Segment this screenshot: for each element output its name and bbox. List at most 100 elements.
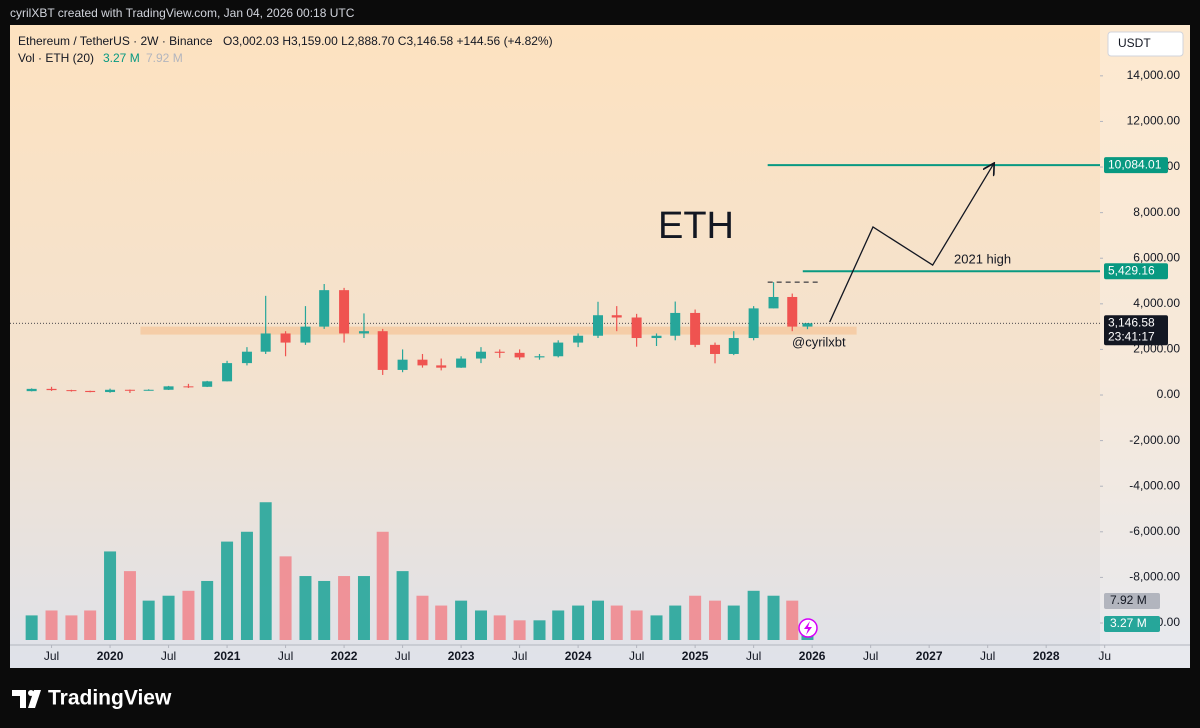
volume-bar bbox=[513, 620, 526, 640]
volume-bar bbox=[45, 610, 58, 640]
chart-panel bbox=[10, 25, 1190, 668]
volume-bar bbox=[104, 551, 117, 640]
volume-bar bbox=[650, 615, 663, 640]
candle-body bbox=[553, 342, 564, 357]
volume-bar bbox=[786, 600, 799, 640]
volume-bar bbox=[299, 576, 312, 640]
brand: TradingView bbox=[48, 687, 172, 710]
volume-last-axis: 3.27 M bbox=[1110, 616, 1147, 630]
plot: Jul 2020 Jul 2021 Jul 2022 Jul 2023 Jul 2024 Jul 20… bbox=[10, 68, 1190, 663]
volume-bar bbox=[318, 580, 331, 640]
volume-bar bbox=[592, 600, 605, 640]
volume-bar bbox=[689, 595, 702, 640]
candle-body bbox=[319, 290, 330, 327]
candle-body bbox=[143, 389, 154, 391]
x-tick-label: Jul bbox=[746, 649, 761, 663]
x-tick-label: Jul bbox=[980, 649, 995, 663]
candle-body bbox=[46, 388, 57, 391]
eth-title: ETH bbox=[658, 205, 734, 247]
y-tick-label: 14,000.00 bbox=[1127, 68, 1181, 82]
candle-body bbox=[690, 312, 701, 345]
volume-ma-box bbox=[1104, 593, 1160, 609]
volume-bar bbox=[493, 615, 506, 640]
candle-body bbox=[280, 333, 291, 343]
alert-icon-bolt bbox=[804, 621, 812, 635]
y-tick-label: 12,000.00 bbox=[1127, 114, 1181, 128]
x-tick-label: Jul bbox=[512, 649, 527, 663]
candle-body bbox=[397, 359, 408, 370]
candle-body bbox=[631, 317, 642, 339]
candle-body bbox=[183, 386, 194, 388]
candle-body bbox=[436, 365, 447, 368]
candle-body bbox=[494, 351, 505, 353]
x-tick-label: Ju bbox=[1098, 649, 1111, 663]
candle-body bbox=[802, 323, 813, 327]
candle-body bbox=[787, 296, 798, 327]
x-tick-label: Jul bbox=[278, 649, 293, 663]
y-tick-label: 0.00 bbox=[1157, 387, 1181, 401]
x-tick-label: 2021 bbox=[214, 649, 241, 663]
candle-body bbox=[222, 363, 233, 382]
volume-last-box bbox=[1104, 616, 1160, 632]
volume-bar bbox=[747, 590, 760, 640]
candle-body bbox=[748, 308, 759, 339]
candle-body bbox=[358, 331, 369, 334]
volume-bar bbox=[221, 541, 234, 640]
watermark: @cyrilxbt bbox=[792, 334, 846, 349]
volume-bar bbox=[338, 576, 351, 640]
y-tick-label: -8,000.00 bbox=[1129, 570, 1180, 584]
x-tick-label: 2027 bbox=[916, 649, 943, 663]
candle-body bbox=[710, 344, 721, 354]
price-axis bbox=[1100, 25, 1190, 668]
x-tick-label: Jul bbox=[44, 649, 59, 663]
candle-body bbox=[260, 333, 271, 352]
candle-body bbox=[26, 388, 37, 392]
volume-legend: Vol · ETH (20) bbox=[18, 51, 94, 65]
volume-bar bbox=[572, 605, 585, 640]
y-tick-label: -2,000.00 bbox=[1129, 433, 1180, 447]
x-tick-label: Jul bbox=[161, 649, 176, 663]
y-tick-label: 8,000.00 bbox=[1133, 205, 1180, 219]
candle-body bbox=[241, 351, 252, 364]
level-label-box bbox=[1104, 263, 1168, 280]
currency: USDT bbox=[1118, 36, 1151, 50]
candle-body bbox=[611, 315, 622, 318]
candle-body bbox=[593, 315, 604, 336]
candle-body bbox=[573, 335, 584, 343]
candle-body bbox=[85, 390, 96, 393]
candle-body bbox=[339, 290, 350, 334]
volume-bar bbox=[357, 576, 370, 640]
level-label: 5,429.16 bbox=[1108, 263, 1155, 277]
volume-bar bbox=[123, 571, 136, 640]
volume-bar bbox=[182, 590, 195, 640]
support-zone bbox=[140, 326, 857, 335]
candle-body bbox=[670, 312, 681, 336]
volume-bar bbox=[142, 600, 155, 640]
x-tick-label: 2022 bbox=[331, 649, 358, 663]
candle-body bbox=[728, 338, 739, 354]
volume-bar bbox=[474, 610, 487, 640]
candle-body bbox=[66, 390, 77, 392]
x-tick-label: 2025 bbox=[682, 649, 709, 663]
volume-bar bbox=[552, 610, 565, 640]
level-label-box bbox=[1104, 157, 1168, 174]
candle-body bbox=[534, 356, 545, 358]
y-tick-label: 6,000.00 bbox=[1133, 250, 1180, 264]
volume-bar bbox=[455, 600, 468, 640]
volume-bar bbox=[610, 605, 623, 640]
volume-bar bbox=[767, 595, 780, 640]
volume-bar bbox=[669, 605, 682, 640]
volume-bar bbox=[376, 531, 389, 640]
volume-ma: 7.92 M bbox=[146, 51, 183, 65]
volume-bar bbox=[533, 620, 546, 640]
candle-body bbox=[456, 358, 467, 368]
last-price-box bbox=[1104, 315, 1168, 346]
volume-bar bbox=[630, 610, 643, 640]
candle-body bbox=[514, 352, 525, 358]
volume-bar bbox=[416, 595, 429, 640]
level-note: 2021 high bbox=[954, 252, 1011, 267]
level-label: 10,084.01 bbox=[1108, 157, 1162, 171]
currency-box[interactable] bbox=[1107, 31, 1184, 57]
y-tick-label: 4,000.00 bbox=[1133, 296, 1180, 310]
